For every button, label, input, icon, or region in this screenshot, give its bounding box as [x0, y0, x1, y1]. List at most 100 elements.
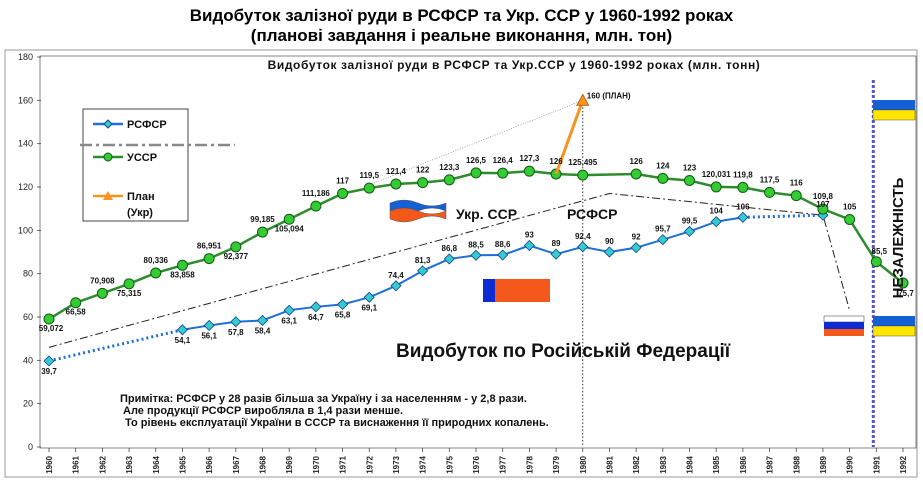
rsfsr-point: [363, 291, 375, 303]
data-label: 111,186: [302, 189, 331, 198]
ussr-point: [764, 186, 776, 198]
ussr-point: [310, 200, 322, 212]
data-label: 70,908: [90, 276, 115, 285]
ussr-point: [870, 256, 882, 268]
x-tick-label: 1989: [819, 455, 828, 473]
data-label: 99,5: [682, 216, 698, 225]
chart-title: Видобуток залізної руди в РСФСР та Укр.С…: [268, 58, 761, 72]
ussr-point: [630, 168, 642, 180]
rsfsr-line-segment: [368, 284, 397, 299]
data-label: 107: [816, 200, 830, 209]
ussr-point: [70, 297, 82, 309]
y-tick-label: 160: [18, 95, 33, 105]
y-tick-label: 40: [23, 355, 33, 365]
data-label: 116: [790, 179, 803, 188]
x-tick-label: 1991: [872, 455, 881, 473]
data-label: 126: [629, 157, 643, 166]
plan-line: [554, 99, 585, 175]
legend-circle-icon: [103, 152, 113, 162]
ussr-point: [737, 181, 749, 193]
rsfsr-point: [443, 253, 455, 265]
ussr-point: [497, 167, 509, 179]
data-label: 109,8: [813, 192, 834, 201]
data-label: 64,7: [308, 313, 324, 322]
russia-flag-blue: [483, 279, 495, 302]
rsfsr-point: [657, 234, 669, 246]
y-tick-label: 100: [18, 225, 33, 235]
x-tick-label: 1978: [525, 455, 534, 473]
y-tick-label: 20: [23, 399, 33, 409]
x-tick-label: 1976: [472, 455, 481, 473]
data-label: 86,951: [197, 242, 222, 251]
x-tick-label: 1964: [152, 455, 161, 473]
data-label: 92,4: [575, 232, 591, 241]
ussr-point: [710, 181, 722, 193]
ussr-point: [657, 172, 669, 184]
plan-trend-line: [369, 100, 583, 186]
data-label: 160 (ПЛАН): [587, 91, 631, 100]
data-label: 126: [549, 157, 563, 166]
x-tick-label: 1973: [392, 455, 401, 473]
russia-mini-flag-white: [823, 315, 865, 323]
x-tick-label: 1990: [846, 455, 855, 473]
data-label: 69,1: [361, 303, 377, 312]
data-label: 117: [336, 177, 349, 186]
data-label: 104: [710, 207, 724, 216]
rsfsr-point: [497, 249, 509, 261]
rsfsr-line-segment: [742, 213, 823, 219]
x-tick-label: 1977: [499, 455, 508, 473]
ussr-point: [257, 226, 268, 238]
ussr-point: [283, 213, 295, 225]
data-label: 105,094: [275, 224, 304, 233]
ussr-point: [443, 174, 455, 186]
ukraine-flag-icon: [873, 316, 915, 326]
rsfsr-point: [230, 316, 242, 328]
data-label: 54,1: [175, 336, 191, 345]
data-label: 88,5: [468, 240, 484, 249]
note-text: Але продукції РСФСР виробляла в 1,4 рази…: [123, 405, 403, 417]
data-label: 83,858: [170, 270, 195, 279]
ussr-point: [790, 190, 802, 202]
russia-production-label: Видобуток по Російській Федерації: [396, 341, 731, 362]
data-label: 86,8: [442, 244, 458, 253]
rsfsr-line-segment: [422, 258, 450, 272]
note-text: Примітка: РСФСР у 28 разів більша за Укр…: [120, 393, 527, 405]
ukraine-flag-icon: [873, 100, 915, 110]
rsfsr-line-segment: [689, 220, 717, 233]
note-text: То рівень експлуатації України в СССР та…: [125, 417, 549, 429]
legend-label: (Укр): [127, 207, 153, 219]
rsfsr-line-segment: [555, 245, 584, 256]
ussr-point: [363, 182, 375, 194]
rsfsr-point: [203, 319, 215, 332]
x-tick-label: 1969: [285, 455, 294, 473]
data-label: 117,5: [760, 175, 780, 184]
x-tick-label: 1972: [365, 455, 374, 473]
data-label: 80,336: [144, 256, 169, 265]
data-label: 93: [525, 231, 534, 240]
x-tick-label: 1971: [339, 455, 348, 473]
x-tick-label: 1981: [605, 455, 614, 473]
data-label: 56,1: [201, 331, 217, 340]
data-label: 66,58: [66, 308, 87, 317]
rsfsr-line-segment: [529, 244, 557, 256]
data-label: 126,5: [466, 156, 487, 165]
legend-label: План: [127, 191, 155, 203]
x-tick-label: 1960: [45, 455, 54, 473]
y-tick-label: 80: [23, 269, 33, 279]
data-label: 119,5: [359, 171, 379, 180]
rsfsr-point: [550, 248, 562, 260]
page-title: Видобуток залізної руди в РСФСР та Укр. …: [189, 6, 734, 25]
rsfsr-line-segment: [635, 238, 664, 249]
x-tick-label: 1961: [72, 455, 81, 473]
legend-label: РСФСР: [127, 119, 167, 131]
rsfsr-point: [737, 211, 749, 223]
data-label: 106: [736, 202, 750, 211]
page-subtitle: (планові завдання і реальне виконання, м…: [250, 26, 673, 45]
x-tick-label: 1987: [766, 455, 775, 473]
x-tick-label: 1983: [659, 455, 668, 473]
x-tick-label: 1988: [792, 455, 801, 473]
data-label: 124: [656, 161, 670, 170]
data-label: 57,8: [228, 328, 244, 337]
rsfsr-point: [603, 246, 616, 258]
